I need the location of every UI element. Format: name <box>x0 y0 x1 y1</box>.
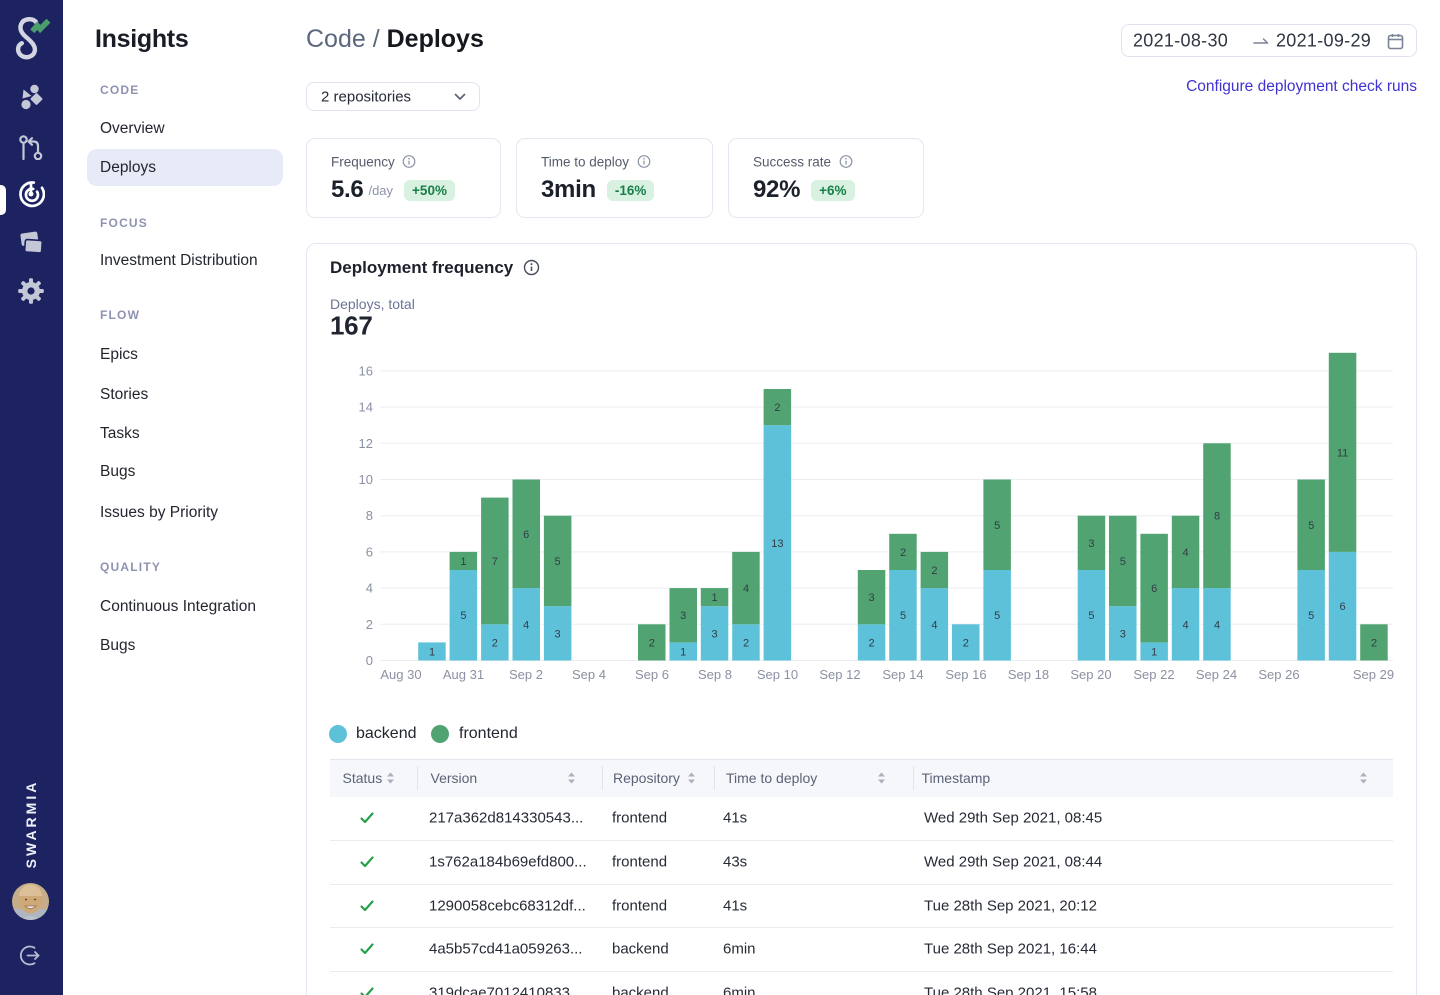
svg-text:Sep 24: Sep 24 <box>1196 667 1237 682</box>
svg-text:4: 4 <box>743 583 749 595</box>
svg-text:4: 4 <box>1214 619 1220 631</box>
svg-text:4: 4 <box>366 581 373 596</box>
svg-text:5: 5 <box>1120 556 1126 568</box>
svg-text:Sep 2: Sep 2 <box>509 667 543 682</box>
svg-text:12: 12 <box>359 436 373 451</box>
svg-text:Sep 8: Sep 8 <box>698 667 732 682</box>
svg-text:3: 3 <box>712 628 718 640</box>
svg-text:6: 6 <box>1340 601 1346 613</box>
svg-text:3: 3 <box>869 592 875 604</box>
svg-text:7: 7 <box>492 556 498 568</box>
svg-text:8: 8 <box>366 508 373 523</box>
svg-text:3: 3 <box>1120 628 1126 640</box>
svg-text:5: 5 <box>1308 610 1314 622</box>
svg-text:Aug 31: Aug 31 <box>443 667 484 682</box>
svg-text:Sep 29: Sep 29 <box>1353 667 1394 682</box>
svg-text:3: 3 <box>1088 538 1094 550</box>
svg-text:3: 3 <box>555 628 561 640</box>
svg-text:6: 6 <box>1151 583 1157 595</box>
svg-text:5: 5 <box>994 610 1000 622</box>
svg-text:Sep 6: Sep 6 <box>635 667 669 682</box>
svg-text:0: 0 <box>366 653 373 668</box>
svg-text:Sep 10: Sep 10 <box>757 667 798 682</box>
svg-text:5: 5 <box>555 556 561 568</box>
svg-text:13: 13 <box>771 538 783 550</box>
svg-text:1: 1 <box>460 556 466 568</box>
svg-text:5: 5 <box>900 610 906 622</box>
svg-text:6: 6 <box>523 529 529 541</box>
svg-text:14: 14 <box>359 400 373 415</box>
svg-text:1: 1 <box>712 592 718 604</box>
svg-text:1: 1 <box>680 647 686 659</box>
svg-text:Sep 26: Sep 26 <box>1258 667 1299 682</box>
svg-text:5: 5 <box>994 520 1000 532</box>
svg-text:Sep 16: Sep 16 <box>945 667 986 682</box>
svg-text:16: 16 <box>359 363 373 378</box>
svg-text:5: 5 <box>1088 610 1094 622</box>
svg-text:5: 5 <box>460 610 466 622</box>
svg-text:4: 4 <box>931 619 937 631</box>
svg-text:2: 2 <box>743 637 749 649</box>
svg-text:Sep 22: Sep 22 <box>1133 667 1174 682</box>
svg-text:4: 4 <box>523 619 529 631</box>
svg-text:Sep 20: Sep 20 <box>1070 667 1111 682</box>
svg-text:2: 2 <box>366 617 373 632</box>
svg-text:1: 1 <box>429 647 435 659</box>
svg-text:2: 2 <box>963 637 969 649</box>
svg-text:2: 2 <box>931 565 937 577</box>
svg-text:3: 3 <box>680 610 686 622</box>
svg-text:4: 4 <box>1183 619 1189 631</box>
svg-text:2: 2 <box>869 637 875 649</box>
svg-text:2: 2 <box>900 547 906 559</box>
svg-text:2: 2 <box>774 402 780 414</box>
svg-text:5: 5 <box>1308 520 1314 532</box>
svg-text:Aug 30: Aug 30 <box>380 667 421 682</box>
svg-text:6: 6 <box>366 544 373 559</box>
svg-text:Sep 4: Sep 4 <box>572 667 606 682</box>
svg-text:2: 2 <box>1371 637 1377 649</box>
svg-text:Sep 12: Sep 12 <box>819 667 860 682</box>
svg-text:Sep 18: Sep 18 <box>1008 667 1049 682</box>
svg-text:1: 1 <box>1151 647 1157 659</box>
svg-text:4: 4 <box>1183 547 1189 559</box>
svg-text:8: 8 <box>1214 511 1220 523</box>
svg-text:Sep 14: Sep 14 <box>882 667 923 682</box>
svg-text:2: 2 <box>649 637 655 649</box>
svg-text:10: 10 <box>359 472 373 487</box>
svg-text:2: 2 <box>492 637 498 649</box>
svg-text:11: 11 <box>1337 447 1348 459</box>
